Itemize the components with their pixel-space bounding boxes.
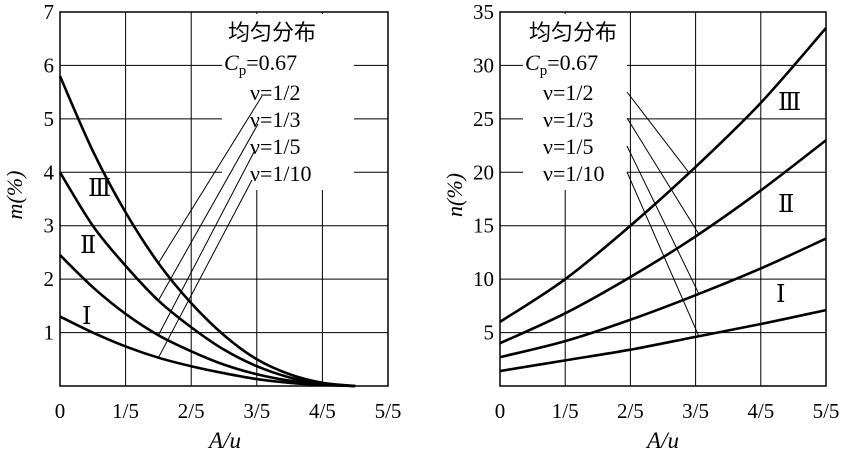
x-tick-label: 1/5 bbox=[552, 399, 579, 423]
x-tick-label: 3/5 bbox=[243, 399, 270, 423]
legend-entry: ν=1/5 bbox=[250, 134, 300, 159]
y-tick-label: 15 bbox=[473, 214, 494, 238]
plot-frame bbox=[59, 11, 389, 387]
x-tick-label: 0 bbox=[495, 399, 506, 423]
leader-line-v_1_10 bbox=[626, 171, 700, 337]
y-tick-label: 20 bbox=[473, 160, 494, 184]
series-line-v_1_10 bbox=[499, 308, 827, 373]
y-tick-label: 2 bbox=[44, 267, 55, 291]
series-line-v_1_2 bbox=[499, 27, 827, 323]
y-tick-label: 5 bbox=[484, 321, 495, 345]
leader-line-v_1_10 bbox=[157, 179, 253, 358]
chart-panel-2: 0 1/5 2/5 3/5 4/5 5/5 5 10 15 20 25 30 35 n(%) A/u 均匀分布… bbox=[442, 0, 839, 453]
plot-frame bbox=[499, 11, 827, 387]
legend-background bbox=[222, 14, 354, 190]
legend-entry: ν=1/10 bbox=[250, 161, 311, 186]
leader-line-v_1_3 bbox=[157, 123, 259, 301]
y-tick-label: 1 bbox=[44, 321, 55, 345]
y-axis-label: n(%) bbox=[442, 173, 467, 217]
legend-entry: ν=1/10 bbox=[543, 161, 604, 186]
series-line-v_1_2 bbox=[58, 75, 356, 388]
x-tick-label: 3/5 bbox=[682, 399, 709, 423]
legend-background bbox=[523, 14, 627, 190]
chart-panel-1: 0 1/5 2/5 3/5 4/5 5/5 1 2 3 4 5 6 7 m(%) A/u 均匀分布 Cp=0.6… bbox=[2, 0, 401, 453]
curve-label: Ⅰ bbox=[776, 282, 785, 308]
curve-label: Ⅲ bbox=[778, 90, 801, 116]
x-tick-label: 2/5 bbox=[617, 399, 644, 423]
x-tick-label: 5/5 bbox=[375, 399, 402, 423]
legend-entry: ν=1/3 bbox=[543, 107, 593, 132]
curve-label: Ⅱ bbox=[80, 233, 96, 259]
x-tick-label: 2/5 bbox=[178, 399, 205, 423]
legend-param: Cp=0.67 bbox=[224, 50, 297, 79]
y-tick-label: 6 bbox=[44, 53, 55, 77]
legend-title: 均匀分布 bbox=[228, 20, 316, 45]
x-tick-label: 4/5 bbox=[309, 399, 336, 423]
y-tick-label: 3 bbox=[44, 214, 55, 238]
series-line-v_1_5 bbox=[499, 237, 827, 359]
legend-entry: ν=1/2 bbox=[250, 80, 300, 105]
legend-param: Cp=0.67 bbox=[525, 50, 598, 79]
leader-line-v_1_3 bbox=[626, 117, 700, 235]
legend-title: 均匀分布 bbox=[529, 20, 617, 45]
series-line-v_1_3 bbox=[58, 171, 356, 388]
leader-line-v_1_5 bbox=[626, 145, 700, 295]
curve-label: Ⅲ bbox=[88, 176, 111, 202]
y-axis-label: m(%) bbox=[2, 171, 27, 220]
x-tick-label: 0 bbox=[55, 399, 66, 423]
legend-entry: ν=1/3 bbox=[250, 107, 300, 132]
y-tick-label: 10 bbox=[473, 267, 494, 291]
y-tick-label: 4 bbox=[44, 160, 55, 184]
leader-line-v_1_2 bbox=[626, 91, 690, 174]
series-line-v_1_10 bbox=[59, 315, 356, 388]
series-line-v_1_3 bbox=[499, 139, 827, 345]
leader-line-v_1_5 bbox=[157, 151, 255, 336]
legend-entry: ν=1/2 bbox=[543, 80, 593, 105]
x-axis-label: A/u bbox=[645, 428, 679, 453]
curve-label: Ⅱ bbox=[778, 192, 794, 218]
curve-label: Ⅰ bbox=[82, 304, 91, 330]
y-tick-label: 25 bbox=[473, 107, 494, 131]
y-tick-label: 5 bbox=[44, 107, 55, 131]
x-tick-label: 1/5 bbox=[112, 399, 139, 423]
x-tick-label: 4/5 bbox=[747, 399, 774, 423]
x-tick-label: 5/5 bbox=[813, 399, 840, 423]
y-tick-label: 7 bbox=[44, 0, 55, 24]
y-tick-label: 35 bbox=[473, 0, 494, 24]
leader-line-v_1_2 bbox=[157, 95, 263, 264]
y-tick-label: 30 bbox=[473, 53, 494, 77]
x-axis-label: A/u bbox=[207, 428, 241, 453]
legend-entry: ν=1/5 bbox=[543, 134, 593, 159]
